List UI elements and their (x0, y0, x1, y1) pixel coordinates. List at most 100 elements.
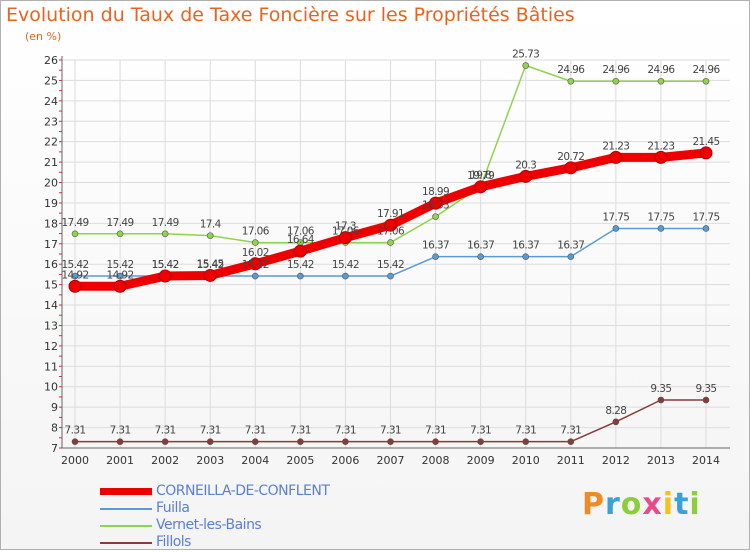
data-label: 15.42 (152, 259, 179, 271)
data-point-0 (293, 244, 307, 258)
data-label: 21.45 (692, 136, 719, 148)
data-label: 19.79 (467, 170, 494, 182)
proxiti-letter: t (674, 487, 690, 522)
data-label: 17.49 (107, 217, 134, 229)
data-point-3 (116, 438, 124, 445)
x-tick-label: 2009 (467, 454, 495, 467)
x-tick-label: 2005 (286, 454, 314, 467)
data-point-3 (342, 438, 349, 445)
data-point-3 (71, 438, 79, 445)
data-label: 9.35 (650, 383, 671, 395)
data-label: 7.31 (560, 425, 581, 437)
data-point-0 (564, 161, 578, 175)
data-label: 25.73 (512, 49, 539, 61)
x-tick-label: 2014 (692, 454, 720, 467)
data-label: 7.31 (515, 425, 536, 437)
chart-title: Evolution du Taux de Taxe Foncière sur l… (6, 4, 575, 26)
data-point-1 (657, 225, 665, 232)
data-label: 7.31 (290, 425, 311, 437)
data-point-1 (477, 253, 484, 260)
data-point-0 (429, 196, 443, 210)
y-tick-label: 14 (44, 299, 58, 312)
data-point-3 (612, 418, 620, 426)
data-point-0 (474, 180, 488, 194)
data-point-3 (387, 438, 394, 445)
y-tick-label: 21 (44, 156, 58, 169)
data-point-3 (297, 438, 304, 445)
data-point-3 (702, 396, 710, 404)
data-point-0 (384, 218, 397, 232)
data-label: 19.8 (470, 170, 491, 182)
data-label: 24.96 (557, 64, 585, 76)
data-label: 8.28 (605, 405, 626, 417)
y-tick-label: 25 (44, 74, 58, 87)
data-point-0 (203, 268, 217, 282)
data-label: 20.3 (515, 159, 536, 171)
data-label: 7.31 (65, 425, 86, 437)
data-label: 15.42 (107, 259, 134, 271)
data-point-0 (654, 150, 668, 164)
data-label: 15.42 (152, 259, 179, 271)
x-tick-label: 2010 (512, 454, 540, 467)
x-tick-label: 2001 (106, 454, 134, 467)
data-label: 16.37 (422, 240, 449, 252)
data-point-1 (567, 253, 575, 260)
data-label: 15.42 (377, 259, 404, 271)
data-label: 17.75 (602, 211, 629, 223)
data-point-2 (702, 77, 710, 85)
data-point-0 (113, 279, 127, 293)
data-label: 17.75 (692, 211, 719, 223)
data-point-3 (206, 438, 214, 445)
legend-label-corneilla: CORNEILLA-DE-CONFLENT (156, 483, 330, 499)
legend-label-fuilla: Fuilla (156, 500, 190, 516)
data-label: 16.37 (512, 240, 539, 252)
data-point-2 (657, 77, 665, 85)
data-point-1 (522, 253, 530, 260)
proxiti-letter: i (689, 487, 701, 522)
data-point-1 (297, 272, 304, 280)
proxiti-letter: x (642, 487, 663, 522)
y-tick-label: 26 (44, 54, 58, 67)
data-point-3 (432, 438, 439, 445)
data-point-1 (612, 225, 620, 232)
data-label: 15.42 (61, 259, 88, 271)
y-tick-label: 20 (44, 177, 58, 190)
data-point-1 (251, 272, 259, 280)
data-label: 7.31 (470, 425, 491, 437)
data-label: 15.42 (197, 259, 224, 271)
data-label: 7.31 (200, 425, 221, 437)
x-tick-label: 2012 (602, 454, 630, 467)
data-point-3 (161, 438, 169, 445)
data-point-0 (338, 231, 352, 245)
data-point-3 (657, 396, 665, 404)
data-label: 17.06 (242, 226, 270, 238)
data-point-2 (206, 232, 214, 239)
y-tick-label: 11 (44, 360, 58, 373)
y-tick-label: 15 (44, 279, 58, 292)
data-point-1 (116, 272, 124, 280)
data-label: 20.72 (557, 151, 584, 163)
data-label: 16.64 (287, 234, 315, 246)
data-label: 17.4 (200, 219, 222, 231)
data-point-3 (522, 438, 530, 445)
data-label: 15.42 (242, 259, 269, 271)
y-tick-label: 16 (44, 258, 58, 271)
data-point-0 (519, 169, 533, 183)
data-point-3 (567, 438, 575, 445)
data-label: 24.96 (647, 64, 675, 76)
legend-swatch-fillols (100, 542, 152, 544)
x-tick-label: 2008 (422, 454, 450, 467)
data-point-0 (699, 146, 713, 160)
y-tick-label: 22 (44, 136, 58, 149)
data-label: 15.45 (197, 258, 224, 270)
data-label: 14.92 (107, 269, 134, 281)
data-label: 16.37 (467, 240, 494, 252)
data-point-1 (387, 272, 394, 280)
data-label: 7.31 (155, 425, 176, 437)
data-label: 24.96 (692, 64, 720, 76)
legend-label-fillols: Fillols (156, 534, 191, 550)
data-label: 16.37 (557, 240, 584, 252)
proxiti-letter: i (662, 487, 675, 522)
